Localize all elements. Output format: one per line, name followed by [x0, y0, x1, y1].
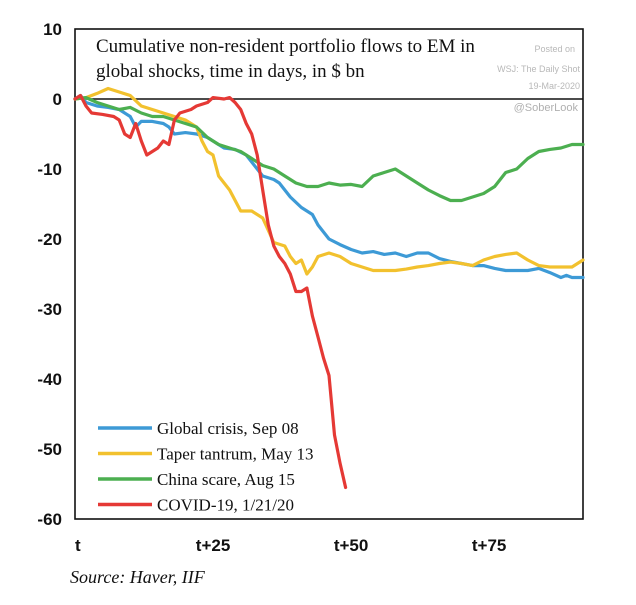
x-tick-label: t+50	[334, 536, 369, 555]
y-tick-label: -60	[37, 510, 62, 529]
x-tick-label: t+25	[196, 536, 231, 555]
y-tick-label: 0	[53, 90, 62, 109]
series-line-2	[73, 96, 585, 203]
series-line-3	[73, 93, 348, 490]
y-tick-label: -20	[37, 230, 62, 249]
legend-label: Global crisis, Sep 08	[157, 419, 299, 438]
watermark-posted-on: Posted on	[534, 44, 575, 54]
y-tick-label: -10	[37, 160, 62, 179]
legend: Global crisis, Sep 08 Taper tantrum, May …	[98, 419, 314, 515]
x-tick-label: t	[75, 536, 81, 555]
sober-look-handle: @SoberLook	[514, 102, 579, 114]
series-lines	[73, 86, 585, 490]
legend-label: China scare, Aug 15	[157, 470, 295, 489]
watermark-date: 19-Mar-2020	[528, 81, 580, 91]
chart-title-line-1: Cumulative non-resident portfolio flows …	[96, 36, 475, 57]
y-axis-tick-labels: 10 0 -10 -20 -30 -40 -50 -60	[37, 20, 62, 529]
series-line-1	[73, 86, 585, 276]
legend-label: Taper tantrum, May 13	[157, 445, 314, 464]
y-tick-label: 10	[43, 20, 62, 39]
y-tick-label: -30	[37, 300, 62, 319]
y-tick-label: -40	[37, 370, 62, 389]
source-note: Source: Haver, IIF	[70, 567, 206, 587]
x-tick-label: t+75	[472, 536, 507, 555]
series-line-0	[73, 93, 585, 280]
plot-frame	[74, 28, 584, 520]
x-axis-tick-labels: t t+25 t+50 t+75	[75, 536, 506, 555]
watermark-daily-shot: WSJ: The Daily Shot	[497, 64, 580, 74]
legend-label: COVID-19, 1/21/20	[157, 496, 294, 515]
chart-title-line-2: global shocks, time in days, in $ bn	[96, 61, 365, 82]
y-tick-label: -50	[37, 440, 62, 459]
